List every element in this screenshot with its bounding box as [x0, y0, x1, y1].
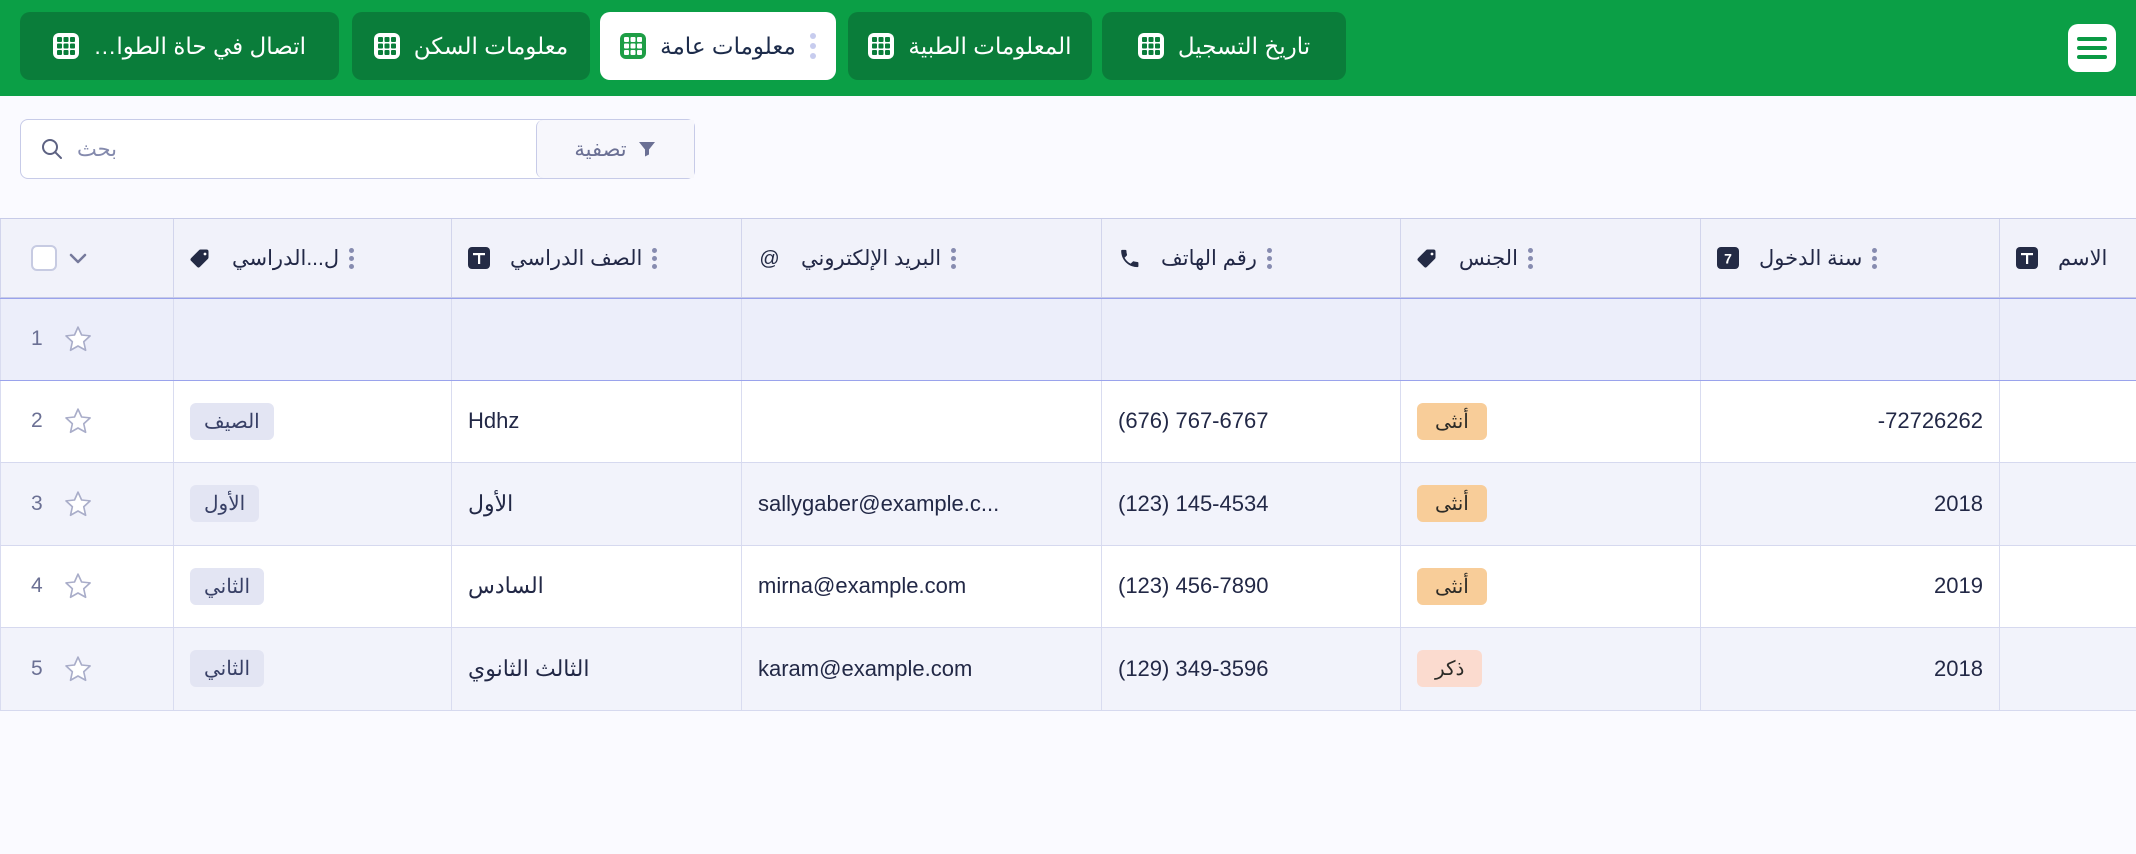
svg-text:@: @ [759, 248, 779, 270]
svg-text:7: 7 [1724, 251, 1732, 267]
